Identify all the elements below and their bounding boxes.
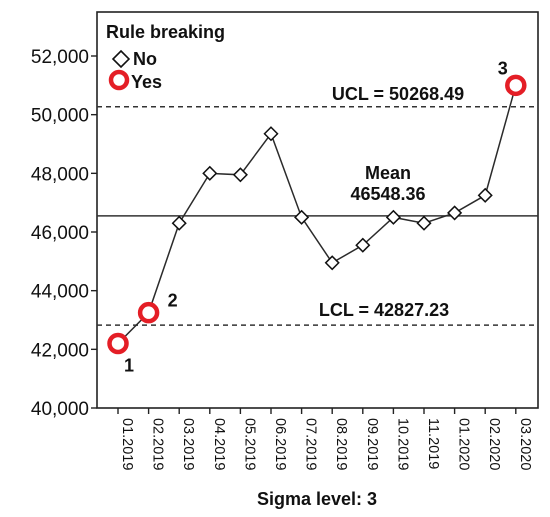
legend: Rule breaking No Yes <box>106 22 225 92</box>
data-point <box>294 209 310 225</box>
data-point <box>232 167 248 183</box>
x-tick-label: 03.2020 <box>517 418 533 470</box>
x-tick-label: 11.2019 <box>425 418 441 469</box>
legend-item-yes: Yes <box>131 72 162 92</box>
legend-red-circle-icon <box>108 69 130 91</box>
x-tick-label: 06.2019 <box>272 418 288 470</box>
y-tick-label: 44,000 <box>31 282 89 303</box>
x-tick-label: 05.2019 <box>241 418 257 470</box>
point-label: 3 <box>498 58 508 78</box>
data-point <box>385 209 401 225</box>
mean-label: Mean <box>365 163 411 183</box>
data-point <box>202 165 218 181</box>
plot-frame <box>96 11 539 409</box>
x-axis-title: Sigma level: 3 <box>257 489 377 509</box>
x-axis: 01.2019 02.2019 03.2019 04.2019 05.2019 06.20… <box>117 408 533 470</box>
ucl-label: UCL = 50268.49 <box>332 84 464 104</box>
y-tick-label: 52,000 <box>31 47 89 68</box>
data-point <box>263 126 279 142</box>
y-tick-label: 48,000 <box>31 164 89 185</box>
y-tick-label: 40,000 <box>31 399 89 420</box>
data-markers: 1 2 3 <box>107 58 527 375</box>
y-tick-label: 50,000 <box>31 106 89 127</box>
x-tick-label: 10.2019 <box>394 418 410 470</box>
mean-value-label: 46548.36 <box>350 184 425 204</box>
x-tick-label: 02.2019 <box>150 418 166 470</box>
x-tick-label: 03.2019 <box>180 418 196 470</box>
legend-title: Rule breaking <box>106 22 225 42</box>
x-tick-label: 09.2019 <box>364 418 380 470</box>
y-tick-label: 46,000 <box>31 223 89 244</box>
x-tick-label: 01.2019 <box>119 418 135 470</box>
y-axis: 40,000 42,000 44,000 46,000 48,000 50,000 52,0… <box>31 47 97 420</box>
data-point <box>447 205 463 221</box>
point-label: 1 <box>124 355 134 375</box>
data-point <box>355 237 371 253</box>
rule-breaking-point <box>137 301 160 324</box>
rule-breaking-point <box>505 74 527 97</box>
lcl-label: LCL = 42827.23 <box>319 300 449 320</box>
data-point <box>477 187 493 203</box>
data-point <box>416 215 432 231</box>
x-tick-label: 07.2019 <box>303 418 319 470</box>
x-tick-label: 02.2020 <box>486 418 502 470</box>
legend-diamond-icon <box>111 49 131 69</box>
data-point <box>171 215 187 231</box>
point-label: 2 <box>168 291 178 311</box>
y-tick-label: 42,000 <box>31 340 89 361</box>
x-tick-label: 04.2019 <box>211 418 227 470</box>
legend-item-no: No <box>133 49 157 69</box>
x-tick-label: 08.2019 <box>333 418 349 470</box>
x-tick-label: 01.2020 <box>456 418 472 470</box>
rule-breaking-point <box>107 332 129 355</box>
data-point <box>324 255 340 271</box>
